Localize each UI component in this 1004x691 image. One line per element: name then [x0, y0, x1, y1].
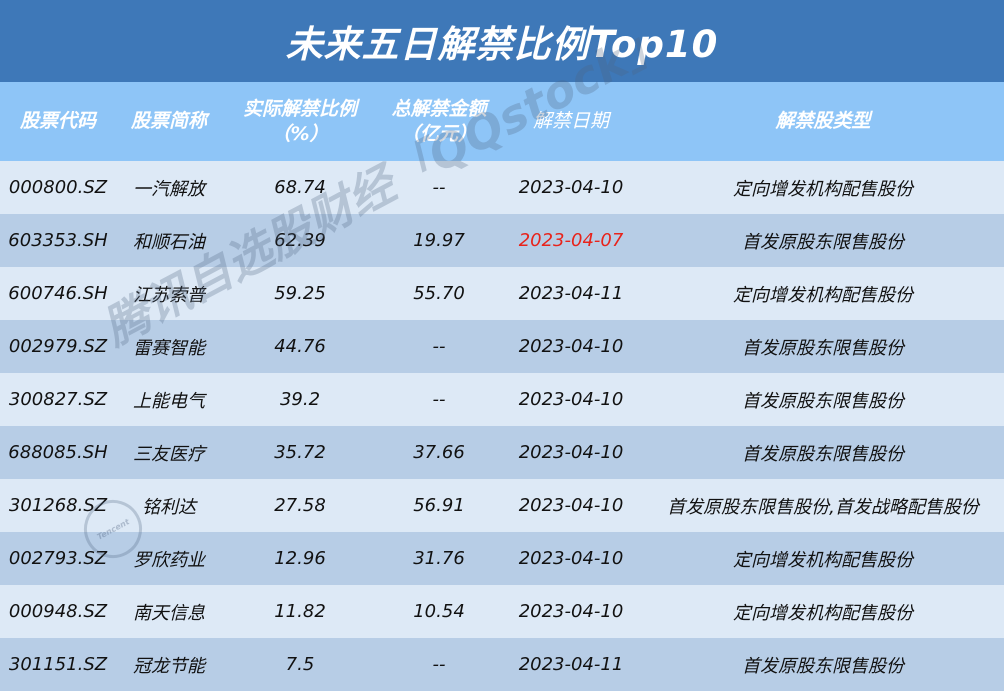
cell-name: 冠龙节能 — [133, 655, 205, 677]
header-type: 解禁股类型 — [642, 82, 1004, 161]
table-row: 002793.SZ 罗欣药业 12.96 31.76 2023-04-10 定向增发机构配… — [0, 532, 1004, 585]
table-row: 688085.SH 三友医疗 35.72 37.66 2023-04-10 首发原股东限售… — [0, 426, 1004, 479]
cell-code: 002793.SZ — [8, 548, 108, 569]
cell-type: 首发原股东限售股份 — [742, 390, 904, 412]
cell-name: 上能电气 — [133, 390, 205, 412]
cell-ratio: 12.96 — [274, 548, 326, 569]
cell-code: 603353.SH — [8, 230, 108, 251]
cell-ratio: 44.76 — [274, 336, 326, 357]
table-row: 000800.SZ 一汽解放 68.74 -- 2023-04-10 定向增发机构配售股份 — [0, 161, 1004, 214]
title-bar: 未来五日解禁比例Top10 — [0, 0, 1004, 82]
cell-ratio: 7.5 — [285, 654, 315, 675]
cell-type: 首发原股东限售股份 — [742, 337, 904, 359]
cell-date: 2023-04-10 — [518, 389, 624, 410]
cell-code: 301151.SZ — [8, 654, 108, 675]
table-row: 301151.SZ 冠龙节能 7.5 -- 2023-04-11 首发原股东限售股份 — [0, 638, 1004, 691]
cell-name: 铭利达 — [142, 496, 196, 518]
cell-date: 2023-04-10 — [518, 442, 624, 463]
cell-type: 首发原股东限售股份 — [742, 443, 904, 465]
cell-ratio: 39.2 — [279, 389, 321, 410]
header-ratio: 实际解禁比例 （%） — [222, 82, 378, 161]
cell-type: 首发原股东限售股份,首发战略配售股份 — [667, 496, 979, 518]
cell-code: 301268.SZ — [8, 495, 108, 516]
cell-name: 三友医疗 — [133, 443, 205, 465]
header-date-label: 解禁日期 — [532, 110, 609, 132]
cell-amount: 56.91 — [413, 495, 465, 516]
cell-ratio: 11.82 — [274, 601, 326, 622]
header-amount-unit: （亿元） — [400, 122, 477, 145]
cell-type: 首发原股东限售股份 — [742, 231, 904, 253]
cell-name: 罗欣药业 — [133, 549, 205, 571]
header-amount: 总解禁金额 （亿元） — [378, 82, 500, 161]
header-name-label: 股票简称 — [130, 110, 207, 132]
cell-ratio: 62.39 — [274, 230, 326, 251]
cell-name: 和顺石油 — [133, 231, 205, 253]
cell-date: 2023-04-10 — [518, 601, 624, 622]
cell-date: 2023-04-10 — [518, 177, 624, 198]
table-row: 002979.SZ 雷赛智能 44.76 -- 2023-04-10 首发原股东限售股份 — [0, 320, 1004, 373]
table-row: 000948.SZ 南天信息 11.82 10.54 2023-04-10 定向增发机构配… — [0, 585, 1004, 638]
cell-ratio: 59.25 — [274, 283, 326, 304]
cell-name: 一汽解放 — [133, 178, 205, 200]
cell-code: 000800.SZ — [8, 177, 108, 198]
cell-amount: 55.70 — [413, 283, 465, 304]
cell-amount: -- — [432, 389, 446, 410]
cell-name: 江苏索普 — [133, 284, 205, 306]
cell-code: 688085.SH — [8, 442, 108, 463]
cell-amount: 10.54 — [413, 601, 465, 622]
cell-type: 首发原股东限售股份 — [742, 655, 904, 677]
cell-type: 定向增发机构配售股份 — [733, 549, 913, 571]
table-row: 603353.SH 和顺石油 62.39 19.97 2023-04-07 首发原股东限售… — [0, 214, 1004, 267]
cell-name: 雷赛智能 — [133, 337, 205, 359]
cell-amount: 37.66 — [413, 442, 465, 463]
cell-name: 南天信息 — [133, 602, 205, 624]
cell-code: 300827.SZ — [8, 389, 108, 410]
header-code: 股票代码 — [0, 82, 116, 161]
cell-amount: 19.97 — [413, 230, 465, 251]
cell-date: 2023-04-10 — [518, 548, 624, 569]
header-type-label: 解禁股类型 — [775, 110, 871, 132]
cell-code: 600746.SH — [8, 283, 108, 304]
table-row: 301268.SZ 铭利达 27.58 56.91 2023-04-10 首发原股东限售股… — [0, 479, 1004, 532]
cell-date: 2023-04-11 — [518, 283, 624, 304]
header-date: 解禁日期 — [500, 82, 642, 161]
cell-ratio: 35.72 — [274, 442, 326, 463]
header-code-label: 股票代码 — [19, 110, 96, 132]
header-ratio-label: 实际解禁比例 — [242, 97, 357, 120]
table-row: 300827.SZ 上能电气 39.2 -- 2023-04-10 首发原股东限售股份 — [0, 373, 1004, 426]
header-name: 股票简称 — [116, 82, 222, 161]
cell-ratio: 68.74 — [274, 177, 326, 198]
cell-date: 2023-04-11 — [518, 654, 624, 675]
cell-amount: -- — [432, 336, 446, 357]
table-row: 600746.SH 江苏索普 59.25 55.70 2023-04-11 定向增发机构配… — [0, 267, 1004, 320]
cell-type: 定向增发机构配售股份 — [733, 178, 913, 200]
table-header: 股票代码 股票简称 实际解禁比例 （%） 总解禁金额 （亿元） 解禁日期 解禁股… — [0, 82, 1004, 161]
cell-date: 2023-04-10 — [518, 336, 624, 357]
cell-type: 定向增发机构配售股份 — [733, 284, 913, 306]
cell-ratio: 27.58 — [274, 495, 326, 516]
header-ratio-unit: （%） — [271, 122, 329, 145]
cell-code: 002979.SZ — [8, 336, 108, 357]
cell-date: 2023-04-10 — [518, 495, 624, 516]
cell-date: 2023-04-07 — [518, 230, 624, 251]
cell-type: 定向增发机构配售股份 — [733, 602, 913, 624]
cell-amount: 31.76 — [413, 548, 465, 569]
page-title: 未来五日解禁比例Top10 — [285, 23, 719, 66]
cell-amount: -- — [432, 654, 446, 675]
cell-code: 000948.SZ — [8, 601, 108, 622]
header-amount-label: 总解禁金额 — [391, 97, 487, 120]
cell-amount: -- — [432, 177, 446, 198]
